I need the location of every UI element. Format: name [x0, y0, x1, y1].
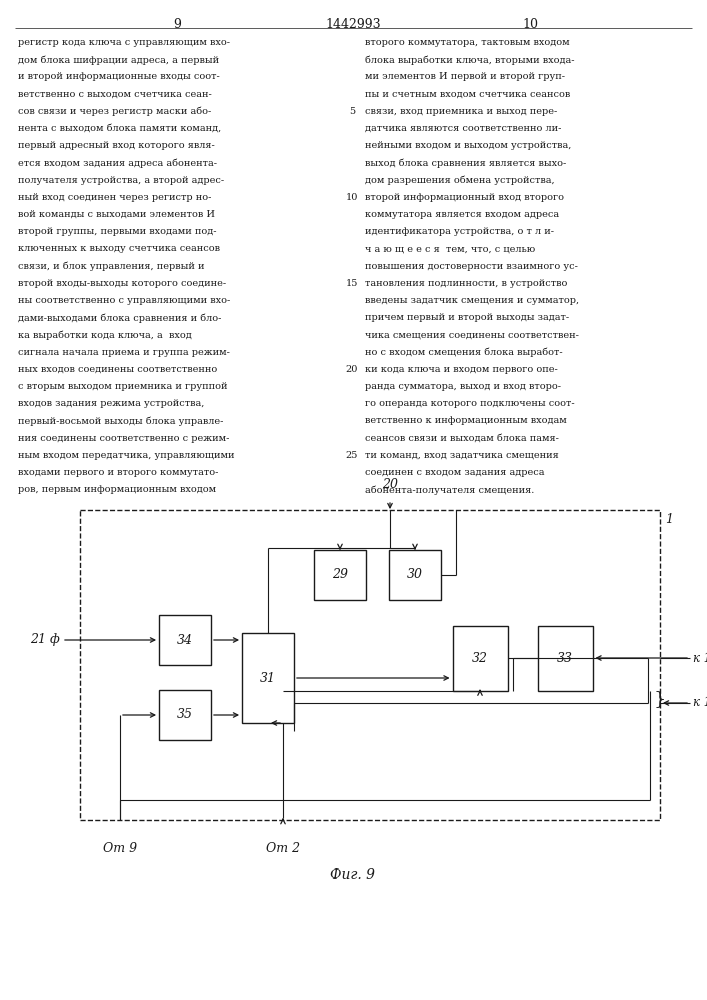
- Bar: [537, 626, 592, 690]
- Text: 29: 29: [332, 568, 348, 582]
- Text: причем первый и второй выходы задат-: причем первый и второй выходы задат-: [365, 313, 569, 322]
- Text: ный вход соединен через регистр но-: ный вход соединен через регистр но-: [18, 193, 211, 202]
- Text: От 9: От 9: [103, 842, 137, 855]
- Text: получателя устройства, а второй адрес-: получателя устройства, а второй адрес-: [18, 176, 224, 185]
- Text: вой команды с выходами элементов И: вой команды с выходами элементов И: [18, 210, 215, 219]
- Text: связи, и блок управления, первый и: связи, и блок управления, первый и: [18, 262, 204, 271]
- Text: нейными входом и выходом устройства,: нейными входом и выходом устройства,: [365, 141, 571, 150]
- Text: 21 ф: 21 ф: [30, 634, 60, 647]
- Text: 1442993: 1442993: [325, 18, 381, 31]
- Text: ния соединены соответственно с режим-: ния соединены соответственно с режим-: [18, 434, 229, 443]
- Text: ветственно с выходом счетчика сеан-: ветственно с выходом счетчика сеан-: [18, 90, 212, 99]
- Text: нента с выходом блока памяти команд,: нента с выходом блока памяти команд,: [18, 124, 221, 133]
- Text: соединен с входом задания адреса: соединен с входом задания адреса: [365, 468, 544, 477]
- Text: коммутатора является входом адреса: коммутатора является входом адреса: [365, 210, 559, 219]
- Text: 10: 10: [346, 193, 358, 202]
- Text: сигнала начала приема и группа режим-: сигнала начала приема и группа режим-: [18, 348, 230, 357]
- Text: 34: 34: [177, 634, 193, 647]
- Text: пы и счетным входом счетчика сеансов: пы и счетным входом счетчика сеансов: [365, 90, 571, 99]
- Text: и второй информационные входы соот-: и второй информационные входы соот-: [18, 72, 220, 81]
- Text: 25: 25: [346, 451, 358, 460]
- Text: дами-выходами блока сравнения и бло-: дами-выходами блока сравнения и бло-: [18, 313, 221, 323]
- Text: входов задания режима устройства,: входов задания режима устройства,: [18, 399, 204, 408]
- Text: ключенных к выходу счетчика сеансов: ключенных к выходу счетчика сеансов: [18, 244, 220, 253]
- Text: но с входом смещения блока выработ-: но с входом смещения блока выработ-: [365, 348, 563, 357]
- Text: 35: 35: [177, 708, 193, 722]
- Text: От 2: От 2: [266, 842, 300, 855]
- Text: 31: 31: [260, 672, 276, 684]
- Text: ны соответственно с управляющими вхо-: ны соответственно с управляющими вхо-: [18, 296, 230, 305]
- Text: ется входом задания адреса абонента-: ется входом задания адреса абонента-: [18, 158, 217, 168]
- Text: 9: 9: [173, 18, 181, 31]
- Text: 1: 1: [665, 513, 673, 526]
- Text: второго коммутатора, тактовым входом: второго коммутатора, тактовым входом: [365, 38, 570, 47]
- Text: ти команд, вход задатчика смещения: ти команд, вход задатчика смещения: [365, 451, 559, 460]
- Text: ки кода ключа и входом первого опе-: ки кода ключа и входом первого опе-: [365, 365, 558, 374]
- Bar: [159, 615, 211, 665]
- Bar: [242, 633, 294, 723]
- Text: повышения достоверности взаимного ус-: повышения достоверности взаимного ус-: [365, 262, 578, 271]
- Text: 32: 32: [472, 652, 488, 664]
- Text: 30: 30: [407, 568, 423, 582]
- Text: первый адресный вход которого явля-: первый адресный вход которого явля-: [18, 141, 215, 150]
- Text: дом блока шифрации адреса, а первый: дом блока шифрации адреса, а первый: [18, 55, 219, 65]
- Text: ка выработки кода ключа, а  вход: ка выработки кода ключа, а вход: [18, 330, 192, 340]
- Text: 15: 15: [346, 279, 358, 288]
- Text: введены задатчик смещения и сумматор,: введены задатчик смещения и сумматор,: [365, 296, 579, 305]
- Text: второй группы, первыми входами под-: второй группы, первыми входами под-: [18, 227, 216, 236]
- Text: связи, вход приемника и выход пере-: связи, вход приемника и выход пере-: [365, 107, 557, 116]
- Text: к 19: к 19: [693, 696, 707, 710]
- Bar: [80, 510, 660, 820]
- Text: первый-восьмой выходы блока управле-: первый-восьмой выходы блока управле-: [18, 416, 223, 426]
- Text: 33: 33: [557, 652, 573, 664]
- Bar: [159, 690, 211, 740]
- Text: ных входов соединены соответственно: ных входов соединены соответственно: [18, 365, 217, 374]
- Text: ров, первым информационным входом: ров, первым информационным входом: [18, 485, 216, 494]
- Text: ми элементов И первой и второй груп-: ми элементов И первой и второй груп-: [365, 72, 565, 81]
- Text: входами первого и второго коммутато-: входами первого и второго коммутато-: [18, 468, 218, 477]
- Text: }: }: [654, 690, 666, 708]
- Text: 10: 10: [522, 18, 538, 31]
- Text: 20: 20: [382, 478, 398, 491]
- Text: ным входом передатчика, управляющими: ным входом передатчика, управляющими: [18, 451, 235, 460]
- Text: 20: 20: [346, 365, 358, 374]
- Bar: [389, 550, 441, 600]
- Text: выход блока сравнения является выхо-: выход блока сравнения является выхо-: [365, 158, 566, 168]
- Text: идентификатора устройства, о т л и-: идентификатора устройства, о т л и-: [365, 227, 554, 236]
- Text: второй входы-выходы которого соедине-: второй входы-выходы которого соедине-: [18, 279, 226, 288]
- Bar: [314, 550, 366, 600]
- Text: Фиг. 9: Фиг. 9: [330, 868, 375, 882]
- Text: к 11: к 11: [693, 652, 707, 664]
- Text: абонента-получателя смещения.: абонента-получателя смещения.: [365, 485, 534, 495]
- Bar: [452, 626, 508, 690]
- Text: дом разрешения обмена устройства,: дом разрешения обмена устройства,: [365, 176, 554, 185]
- Text: сеансов связи и выходам блока памя-: сеансов связи и выходам блока памя-: [365, 434, 559, 443]
- Text: го операнда которого подключены соот-: го операнда которого подключены соот-: [365, 399, 575, 408]
- Text: ранда сумматора, выход и вход второ-: ранда сумматора, выход и вход второ-: [365, 382, 561, 391]
- Text: ветственно к информационным входам: ветственно к информационным входам: [365, 416, 567, 425]
- Text: чика смещения соединены соответствен-: чика смещения соединены соответствен-: [365, 330, 579, 339]
- Text: с вторым выходом приемника и группой: с вторым выходом приемника и группой: [18, 382, 228, 391]
- Text: второй информационный вход второго: второй информационный вход второго: [365, 193, 564, 202]
- Text: блока выработки ключа, вторыми входа-: блока выработки ключа, вторыми входа-: [365, 55, 575, 65]
- Text: датчика являются соответственно ли-: датчика являются соответственно ли-: [365, 124, 561, 133]
- Text: 5: 5: [349, 107, 355, 116]
- Text: тановления подлинности, в устройство: тановления подлинности, в устройство: [365, 279, 568, 288]
- Text: сов связи и через регистр маски або-: сов связи и через регистр маски або-: [18, 107, 211, 116]
- Text: регистр кода ключа с управляющим вхо-: регистр кода ключа с управляющим вхо-: [18, 38, 230, 47]
- Text: ч а ю щ е е с я  тем, что, с целью: ч а ю щ е е с я тем, что, с целью: [365, 244, 535, 253]
